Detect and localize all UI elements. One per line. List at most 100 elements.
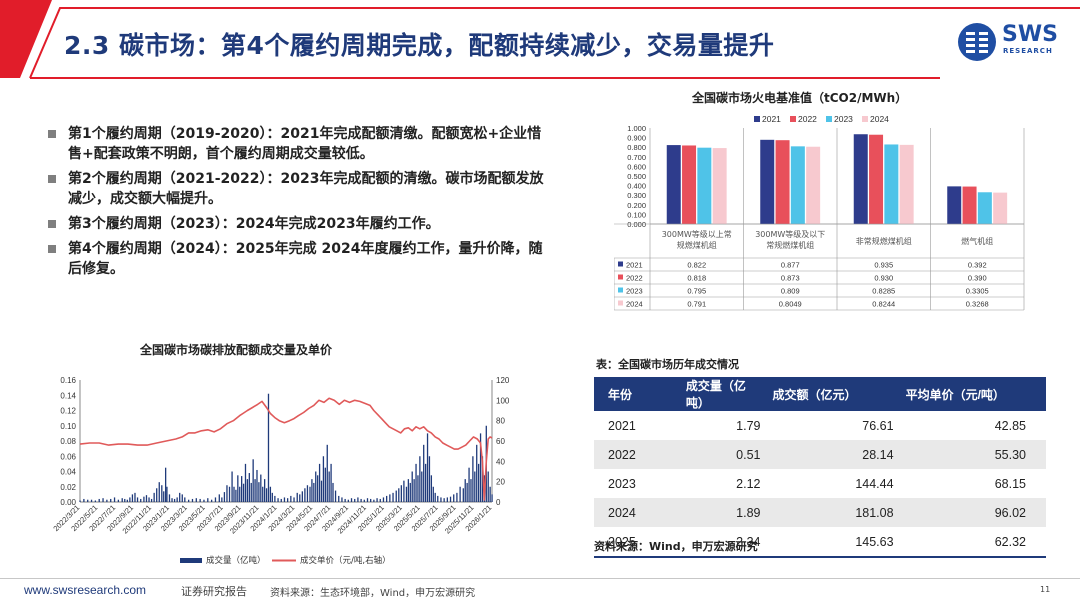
y-right-tick-label: 100 xyxy=(496,396,510,405)
volume-bar xyxy=(79,500,81,502)
legend-swatch-volume xyxy=(180,558,202,563)
y-tick-label: 0.000 xyxy=(627,220,646,229)
legend-swatch xyxy=(754,116,760,122)
bar-2024 xyxy=(993,192,1008,224)
volume-bar xyxy=(223,492,226,502)
volume-bar xyxy=(344,498,346,502)
category-label: 300MW等级以上常规燃煤机组 xyxy=(662,229,732,250)
volume-bar xyxy=(382,497,385,502)
volume-bar xyxy=(173,498,176,502)
table-cell: 42.85 xyxy=(994,418,1026,433)
table-cell: 0.51 xyxy=(679,440,767,469)
volume-bar xyxy=(250,482,252,502)
volume-bar xyxy=(491,494,493,502)
bar-2024 xyxy=(712,148,727,224)
table-cell: 2024 xyxy=(594,498,680,527)
trading-chart-title: 全国碳市场碳排放配额成交量及单价 xyxy=(140,343,333,357)
table-value: 0.3305 xyxy=(966,287,989,296)
volume-bar xyxy=(423,444,425,502)
table-value: 0.8244 xyxy=(872,300,895,309)
volume-bar xyxy=(231,471,233,502)
sws-logo-icon xyxy=(958,23,996,61)
table-cell: 1.79 xyxy=(736,418,761,433)
volume-bar xyxy=(477,463,480,502)
footer-website-link[interactable]: www.swsresearch.com xyxy=(24,583,147,597)
volume-bar xyxy=(446,497,448,502)
bullet-item: 第4个履约周期（2024）：2025年完成 2024年度履约工作，量升价降，随后… xyxy=(48,239,548,279)
bar-2022 xyxy=(869,134,884,224)
logo-text: SWS xyxy=(1002,22,1058,47)
volume-bar xyxy=(124,498,126,502)
table-row: 2023 2.12 144.44 68.15 xyxy=(594,469,1046,498)
bullet-item: 第3个履约周期（2023）：2024年完成2023年履约工作。 xyxy=(48,214,548,234)
volume-bar xyxy=(462,488,464,502)
y-left-tick-label: 0.14 xyxy=(60,391,76,400)
table-cell: 2021 xyxy=(608,418,636,433)
bullet-item: 第1个履约周期（2019-2020）：2021年完成配额清缴。配额宽松+企业惜售… xyxy=(48,124,548,164)
volume-bar xyxy=(324,467,326,502)
volume-bar xyxy=(129,497,131,502)
volume-bar xyxy=(246,479,249,502)
table-cell: 68.15 xyxy=(994,476,1026,491)
annual-trading-table: 年份 成交量（亿吨） 成交额（亿元） 平均单价（元/吨） 2021 1.79 7… xyxy=(594,377,1046,558)
bar-2023 xyxy=(790,146,805,224)
volume-bar xyxy=(265,488,268,502)
row-swatch xyxy=(618,274,623,280)
y-right-tick-label: 0 xyxy=(496,498,501,507)
volume-bar xyxy=(315,471,317,502)
volume-bar xyxy=(341,497,343,502)
table-row: 2024 1.89 181.08 96.02 xyxy=(594,498,1046,527)
table-cell: 2.34 xyxy=(679,527,767,558)
volume-bar xyxy=(233,486,235,502)
volume-bar xyxy=(403,480,405,502)
table-row: 2025 2.34 145.63 62.32 xyxy=(594,527,1046,558)
volume-bar xyxy=(286,498,289,502)
bar-2023 xyxy=(697,147,712,224)
table-title: 表：全国碳市场历年成交情况 xyxy=(596,358,739,371)
volume-bar xyxy=(481,456,484,502)
volume-bar xyxy=(260,474,262,502)
y-tick-label: 0.400 xyxy=(627,182,646,191)
volume-bar xyxy=(409,482,411,502)
volume-bar xyxy=(413,479,415,502)
volume-bar xyxy=(283,497,286,502)
volume-bar xyxy=(395,490,397,502)
volume-bar xyxy=(258,482,260,502)
y-tick-label: 0.800 xyxy=(627,143,646,152)
y-right-tick-label: 60 xyxy=(496,437,505,446)
volume-bar xyxy=(320,480,323,502)
volume-bar xyxy=(244,463,247,502)
table-value: 0.818 xyxy=(687,274,706,283)
volume-bar xyxy=(248,473,250,502)
table-value: 0.873 xyxy=(781,274,800,283)
volume-bar xyxy=(98,498,100,502)
table-cell: 96.02 xyxy=(899,498,1046,527)
volume-bar xyxy=(239,486,241,502)
y-left-tick-label: 0.00 xyxy=(60,498,76,507)
table-cell: 181.08 xyxy=(766,498,900,527)
volume-bar xyxy=(318,463,321,502)
volume-bar xyxy=(464,479,466,502)
volume-bar xyxy=(417,475,419,502)
volume-bar xyxy=(221,497,223,502)
page-number: 11 xyxy=(1040,585,1051,594)
y-left-tick-label: 0.10 xyxy=(60,422,76,431)
y-tick-label: 0.700 xyxy=(627,153,646,162)
volume-bar xyxy=(419,456,421,502)
volume-bar xyxy=(271,492,273,502)
volume-bar xyxy=(350,498,353,502)
volume-bar xyxy=(363,499,365,502)
y-right-tick-label: 20 xyxy=(496,478,505,487)
y-right-tick-label: 120 xyxy=(496,376,510,385)
table-value: 0.822 xyxy=(687,261,706,270)
y-left-tick-label: 0.16 xyxy=(60,376,76,385)
volume-bar xyxy=(199,498,201,502)
table-cell: 76.61 xyxy=(862,418,894,433)
legend-swatch xyxy=(826,116,832,122)
bar-2021 xyxy=(853,134,868,224)
volume-bar xyxy=(354,498,356,502)
y-right-tick-label: 80 xyxy=(496,417,505,426)
volume-bar xyxy=(304,488,306,502)
volume-bar xyxy=(184,497,186,502)
